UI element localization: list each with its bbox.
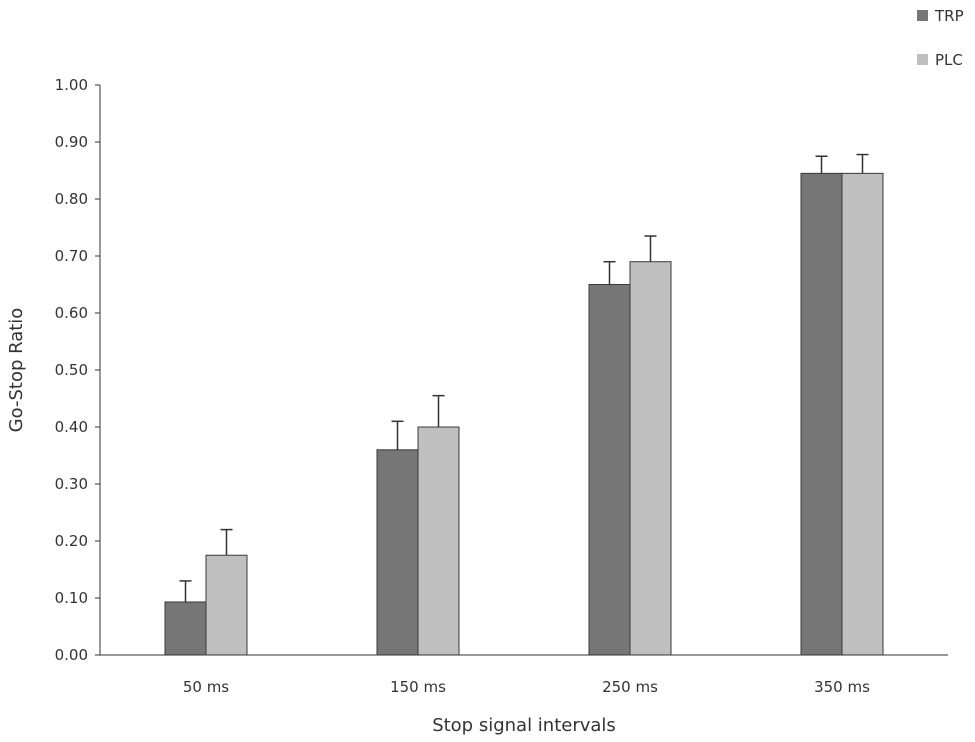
y-axis-title: Go-Stop Ratio — [6, 308, 27, 433]
x-tick-label: 350 ms — [814, 678, 870, 696]
bar-plc — [205, 554, 248, 656]
bar-plc — [417, 426, 460, 656]
legend-swatch-plc — [917, 54, 928, 65]
bars — [164, 172, 884, 656]
bar-trp — [164, 601, 207, 656]
x-axis-title: Stop signal intervals — [432, 715, 616, 736]
bar-plc — [841, 172, 884, 656]
y-tick-label: 0.60 — [55, 304, 88, 322]
y-tick-label: 0.30 — [55, 475, 88, 493]
legend: TRP PLC — [917, 7, 964, 69]
y-tick-label: 0.90 — [55, 133, 88, 151]
legend-label-plc: PLC — [935, 51, 963, 69]
legend-swatch-trp — [917, 10, 928, 21]
x-tick-label: 50 ms — [183, 678, 229, 696]
y-tick-label: 0.20 — [55, 532, 88, 550]
bar-trp — [588, 284, 631, 656]
error-bars — [179, 153, 869, 602]
x-tick-label: 250 ms — [602, 678, 658, 696]
bar-trp — [800, 172, 843, 656]
legend-label-trp: TRP — [934, 7, 964, 25]
bar-plc — [629, 261, 672, 656]
y-tick-label: 0.40 — [55, 418, 88, 436]
y-tick-label: 0.50 — [55, 361, 88, 379]
y-tick-label: 1.00 — [55, 76, 88, 94]
x-tick-label: 150 ms — [390, 678, 446, 696]
y-tick-label: 0.80 — [55, 190, 88, 208]
y-tick-label: 0.00 — [55, 646, 88, 664]
y-axis-ticks: 0.00 0.10 0.20 0.30 0.40 0.50 0.60 0.70 0.80 0.90… — [55, 76, 100, 664]
x-axis-ticks: 50 ms 150 ms 250 ms 350 ms — [183, 678, 870, 696]
y-tick-label: 0.70 — [55, 247, 88, 265]
bar-trp — [376, 449, 419, 656]
y-tick-label: 0.10 — [55, 589, 88, 607]
